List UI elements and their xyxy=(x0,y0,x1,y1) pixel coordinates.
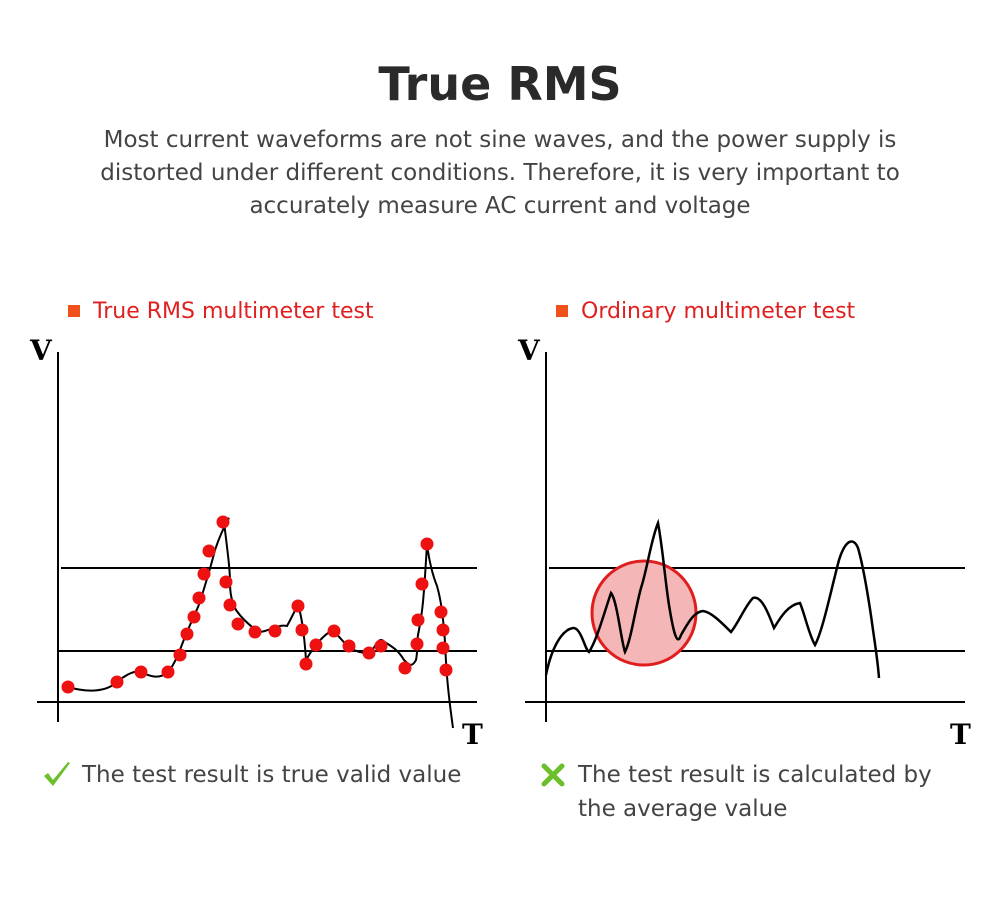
sample-point xyxy=(216,515,230,529)
sample-point xyxy=(248,625,262,639)
sample-point xyxy=(411,613,425,627)
sample-point xyxy=(362,646,376,660)
legend-marker-square xyxy=(68,305,80,317)
sample-point xyxy=(197,567,211,581)
sample-point xyxy=(439,663,453,677)
sample-point xyxy=(410,637,424,651)
sample-point xyxy=(231,617,245,631)
sample-point xyxy=(180,627,194,641)
sample-point xyxy=(268,624,282,638)
sample-point xyxy=(342,639,356,653)
true-rms-waveform-diagram: V T xyxy=(25,330,505,750)
sample-point xyxy=(295,623,309,637)
sample-point xyxy=(161,665,175,679)
waveform-curve xyxy=(67,517,454,729)
sample-point xyxy=(110,675,124,689)
sample-point xyxy=(219,575,233,589)
sample-point xyxy=(398,661,412,675)
sample-point xyxy=(327,624,341,638)
sample-point xyxy=(187,610,201,624)
cross-icon xyxy=(536,758,570,792)
sample-point xyxy=(223,598,237,612)
sample-point xyxy=(309,638,323,652)
sample-point xyxy=(192,591,206,605)
sample-point xyxy=(436,641,450,655)
result-text: The test result is calculated by the ave… xyxy=(578,762,932,822)
legend-marker-square xyxy=(556,305,568,317)
legend-true-rms: True RMS multimeter test xyxy=(68,296,374,326)
ordinary-result: The test result is calculated by the ave… xyxy=(536,758,956,826)
waveform-curve xyxy=(544,518,881,679)
sample-point xyxy=(374,639,388,653)
sample-point xyxy=(436,623,450,637)
page-title: True RMS xyxy=(378,57,622,111)
y-axis-label: V xyxy=(517,334,541,367)
x-axis-label: T xyxy=(462,718,483,750)
sample-point xyxy=(420,537,434,551)
page-subtitle: Most current waveforms are not sine wave… xyxy=(100,127,900,219)
sample-point xyxy=(415,577,429,591)
legend-ordinary: Ordinary multimeter test xyxy=(556,296,855,326)
sample-point xyxy=(291,599,305,613)
sample-point xyxy=(299,657,313,671)
ordinary-waveform-diagram: V T xyxy=(513,330,993,750)
check-icon xyxy=(40,758,74,792)
y-axis-label: V xyxy=(29,334,53,367)
x-axis-label: T xyxy=(950,718,971,750)
sample-point xyxy=(134,665,148,679)
sample-point xyxy=(202,544,216,558)
true-rms-result: The test result is true valid value xyxy=(40,758,500,792)
sample-point xyxy=(61,680,75,694)
sample-point xyxy=(434,605,448,619)
sample-point xyxy=(173,648,187,662)
sample-points xyxy=(61,515,453,694)
result-text: The test result is true valid value xyxy=(82,762,462,788)
legend-label: True RMS multimeter test xyxy=(93,298,374,324)
legend-label: Ordinary multimeter test xyxy=(581,298,856,324)
